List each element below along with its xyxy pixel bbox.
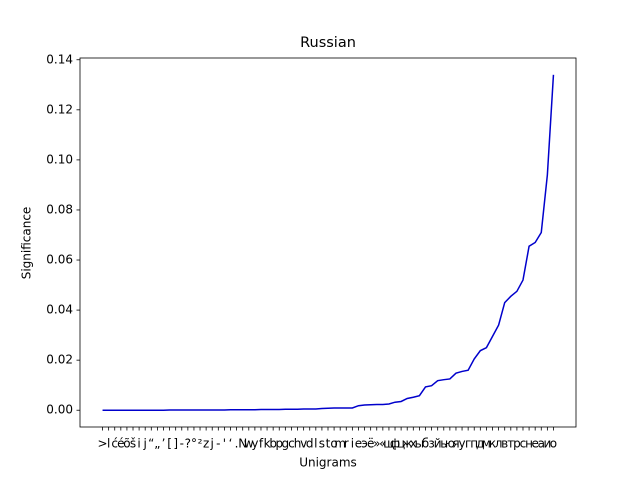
y-tick-label: 0.06 [46,253,73,267]
x-tick-label: щ [383,437,394,451]
x-tick-label: ю [445,437,455,451]
x-tick-label: e [355,437,362,451]
x-tick-label: - [180,437,184,451]
x-tick-label: е [531,437,538,451]
x-tick-label: з [428,437,434,451]
x-tick-label: ы [415,437,424,451]
x-tick-label: j [210,437,214,451]
x-tick-label: i [137,437,140,451]
x-tick-label: o [330,437,337,451]
x-tick-label: м [482,437,491,451]
x-tick-label: r [344,437,349,451]
x-tick-label: о [550,437,557,451]
x-tick-label: г [465,437,471,451]
y-tick-label: 0.02 [46,353,73,367]
x-tick-label: t [326,437,331,451]
x-tick-label: m [334,437,346,451]
x-tick-label: в [501,437,508,451]
x-tick-label: с [520,437,527,451]
x-tick-label: y [251,437,258,451]
x-tick-label: h [294,437,302,451]
x-tick-label: l [107,437,110,451]
x-tick-label: [ [167,437,172,451]
x-tick-label: п [470,437,478,451]
x-tick-label: » [373,437,380,451]
x-tick-label: ё [367,437,374,451]
x-tick-label: . [235,437,239,451]
line [102,74,555,411]
x-tick-label: z [203,437,209,451]
y-tick-label: 0.04 [46,303,73,317]
x-tick-label: w [244,437,254,451]
y-tick-label: 0.12 [46,102,73,116]
x-tick-label: p [275,437,283,451]
x-tick-label: k [264,437,271,451]
x-tick-label: ' [223,437,226,451]
x-tick-label: c [288,437,295,451]
x-tick-label: i [351,437,354,451]
y-tick-label: 0.08 [46,202,73,216]
x-tick-label: f [259,437,264,451]
x-tick-label: ф [390,437,400,451]
y-tick-label: 0.00 [46,403,73,417]
x-tick-label: s [319,437,325,451]
x-tick-label: б [422,437,429,451]
x-tick-label: ’ [162,437,166,451]
x-tick-label: й [434,437,442,451]
x-tick-label: л [495,437,503,451]
x-tick-label: э [361,437,368,451]
x-tick-label: ? [185,437,191,451]
x-tick-label: ‘ [229,437,233,451]
x-tick-label: и [543,437,551,451]
x-tick-label: н [525,437,533,451]
y-axis-label: Significance [20,207,34,280]
x-axis-label: Unigrams [299,456,357,470]
x-tick-label: ь [440,437,447,451]
x-tick-label: у [458,437,465,451]
x-tick-label: ] [173,437,178,451]
x-tick-label: b [269,437,277,451]
x-tick-label: д [476,437,484,451]
x-tick-label: - [216,437,220,451]
x-tick-label: š [130,437,136,451]
x-tick-label: к [489,437,496,451]
y-tick-label: 0.10 [46,152,73,166]
x-tick-label: N [238,437,247,451]
x-tick-label: ж [402,437,413,451]
x-tick-label: é [117,437,124,451]
x-tick-label: j [143,437,147,451]
x-tick-label: я [452,437,459,451]
x-tick-label: а [538,437,545,451]
x-tick-label: ć [111,437,118,451]
x-tick-label: ² [198,437,203,451]
x-tick-label: « [379,437,386,451]
x-tick-label: “ [148,437,154,451]
chart-title: Russian [300,35,356,51]
x-tick-label: v [300,437,307,451]
x-tick-label: g [282,437,290,451]
x-tick-label: ° [191,437,197,451]
y-tick-label: 0.14 [46,52,73,66]
x-tick-label: т [507,437,514,451]
x-tick-label: х [410,437,417,451]
x-tick-label: р [513,437,521,451]
x-tick-label: l [314,437,317,451]
x-tick-label: ц [397,437,405,451]
x-tick-label: d [306,437,314,451]
x-tick-label: „ [154,437,160,451]
x-tick-label: > [98,437,108,451]
x-tick-label: õ [123,437,130,451]
